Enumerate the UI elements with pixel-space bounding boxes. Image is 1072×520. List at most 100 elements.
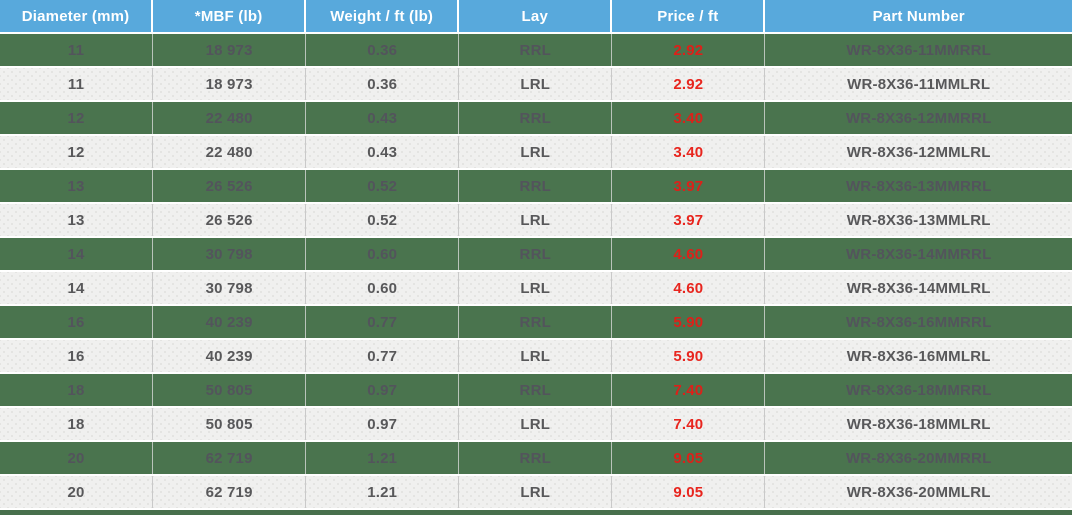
cell-lay: RRL <box>459 442 613 474</box>
table-body: 11 18 973 0.36 RRL 2.92 WR-8X36-11MMRRL … <box>0 34 1072 508</box>
cell-weight: 0.60 <box>306 238 460 270</box>
column-header-lay: Lay <box>459 0 613 32</box>
cell-weight: 0.52 <box>306 204 460 236</box>
cell-diameter: 13 <box>0 170 154 202</box>
cell-weight: 0.43 <box>306 136 460 168</box>
cell-price: 3.40 <box>612 102 766 134</box>
cell-mbf: 62 719 <box>153 476 307 508</box>
cell-lay: LRL <box>459 476 613 508</box>
cell-price: 3.40 <box>612 136 766 168</box>
column-header-mbf: *MBF (lb) <box>153 0 307 32</box>
cell-lay: LRL <box>459 136 613 168</box>
cell-part-number: WR-8X36-14MMRRL <box>765 238 1072 270</box>
table-row: 16 40 239 0.77 LRL 5.90 WR-8X36-16MMLRL <box>0 340 1072 372</box>
cell-weight: 0.36 <box>306 68 460 100</box>
cell-part-number: WR-8X36-11MMRRL <box>765 34 1072 66</box>
cell-lay: LRL <box>459 340 613 372</box>
table-row: 14 30 798 0.60 RRL 4.60 WR-8X36-14MMRRL <box>0 238 1072 270</box>
cell-mbf: 18 973 <box>153 34 307 66</box>
column-header-weight: Weight / ft (lb) <box>306 0 460 32</box>
cell-mbf: 18 973 <box>153 68 307 100</box>
table-row: 18 50 805 0.97 RRL 7.40 WR-8X36-18MMRRL <box>0 374 1072 406</box>
cell-part-number: WR-8X36-16MMRRL <box>765 306 1072 338</box>
cell-price: 5.90 <box>612 340 766 372</box>
cell-lay: RRL <box>459 238 613 270</box>
cell-lay: LRL <box>459 204 613 236</box>
cell-weight: 1.21 <box>306 476 460 508</box>
column-header-part-number: Part Number <box>765 0 1072 32</box>
cell-mbf: 22 480 <box>153 136 307 168</box>
cell-mbf: 30 798 <box>153 238 307 270</box>
cell-price: 3.97 <box>612 170 766 202</box>
table-bottom-bar <box>0 510 1072 515</box>
cell-part-number: WR-8X36-20MMLRL <box>765 476 1072 508</box>
cell-weight: 0.52 <box>306 170 460 202</box>
cell-lay: RRL <box>459 374 613 406</box>
cell-weight: 0.36 <box>306 34 460 66</box>
table-row: 14 30 798 0.60 LRL 4.60 WR-8X36-14MMLRL <box>0 272 1072 304</box>
cell-mbf: 26 526 <box>153 204 307 236</box>
cell-price: 9.05 <box>612 442 766 474</box>
cell-mbf: 50 805 <box>153 408 307 440</box>
cell-lay: RRL <box>459 170 613 202</box>
cell-diameter: 12 <box>0 102 154 134</box>
cell-diameter: 13 <box>0 204 154 236</box>
cell-part-number: WR-8X36-18MMRRL <box>765 374 1072 406</box>
cell-lay: LRL <box>459 68 613 100</box>
cell-part-number: WR-8X36-12MMRRL <box>765 102 1072 134</box>
cell-weight: 0.97 <box>306 408 460 440</box>
cell-lay: LRL <box>459 408 613 440</box>
table-header-row: Diameter (mm) *MBF (lb) Weight / ft (lb)… <box>0 0 1072 32</box>
cell-diameter: 16 <box>0 340 154 372</box>
cell-diameter: 20 <box>0 442 154 474</box>
cell-price: 7.40 <box>612 374 766 406</box>
table-row: 16 40 239 0.77 RRL 5.90 WR-8X36-16MMRRL <box>0 306 1072 338</box>
cell-lay: RRL <box>459 102 613 134</box>
cell-diameter: 16 <box>0 306 154 338</box>
cell-lay: RRL <box>459 306 613 338</box>
cell-diameter: 18 <box>0 374 154 406</box>
table-row: 13 26 526 0.52 RRL 3.97 WR-8X36-13MMRRL <box>0 170 1072 202</box>
cell-part-number: WR-8X36-13MMRRL <box>765 170 1072 202</box>
table-row: 13 26 526 0.52 LRL 3.97 WR-8X36-13MMLRL <box>0 204 1072 236</box>
cell-mbf: 40 239 <box>153 306 307 338</box>
cell-part-number: WR-8X36-16MMLRL <box>765 340 1072 372</box>
cell-mbf: 26 526 <box>153 170 307 202</box>
cell-part-number: WR-8X36-14MMLRL <box>765 272 1072 304</box>
cell-part-number: WR-8X36-12MMLRL <box>765 136 1072 168</box>
cell-part-number: WR-8X36-13MMLRL <box>765 204 1072 236</box>
table-row: 20 62 719 1.21 LRL 9.05 WR-8X36-20MMLRL <box>0 476 1072 508</box>
cell-mbf: 62 719 <box>153 442 307 474</box>
column-header-diameter: Diameter (mm) <box>0 0 154 32</box>
cell-price: 4.60 <box>612 238 766 270</box>
cell-diameter: 14 <box>0 238 154 270</box>
cell-weight: 0.97 <box>306 374 460 406</box>
cell-price: 3.97 <box>612 204 766 236</box>
cell-price: 5.90 <box>612 306 766 338</box>
table-row: 12 22 480 0.43 RRL 3.40 WR-8X36-12MMRRL <box>0 102 1072 134</box>
cell-weight: 0.77 <box>306 340 460 372</box>
cell-weight: 0.43 <box>306 102 460 134</box>
table-row: 20 62 719 1.21 RRL 9.05 WR-8X36-20MMRRL <box>0 442 1072 474</box>
cell-diameter: 20 <box>0 476 154 508</box>
cell-diameter: 14 <box>0 272 154 304</box>
table-header: Diameter (mm) *MBF (lb) Weight / ft (lb)… <box>0 0 1072 32</box>
cell-diameter: 18 <box>0 408 154 440</box>
cell-diameter: 11 <box>0 34 154 66</box>
cell-mbf: 50 805 <box>153 374 307 406</box>
cell-part-number: WR-8X36-18MMLRL <box>765 408 1072 440</box>
cell-weight: 0.77 <box>306 306 460 338</box>
table-row: 11 18 973 0.36 RRL 2.92 WR-8X36-11MMRRL <box>0 34 1072 66</box>
table-row: 11 18 973 0.36 LRL 2.92 WR-8X36-11MMLRL <box>0 68 1072 100</box>
cell-weight: 1.21 <box>306 442 460 474</box>
cell-lay: LRL <box>459 272 613 304</box>
table-row: 18 50 805 0.97 LRL 7.40 WR-8X36-18MMLRL <box>0 408 1072 440</box>
cell-price: 9.05 <box>612 476 766 508</box>
cell-price: 7.40 <box>612 408 766 440</box>
cell-diameter: 11 <box>0 68 154 100</box>
cell-mbf: 40 239 <box>153 340 307 372</box>
cell-part-number: WR-8X36-20MMRRL <box>765 442 1072 474</box>
cell-mbf: 30 798 <box>153 272 307 304</box>
